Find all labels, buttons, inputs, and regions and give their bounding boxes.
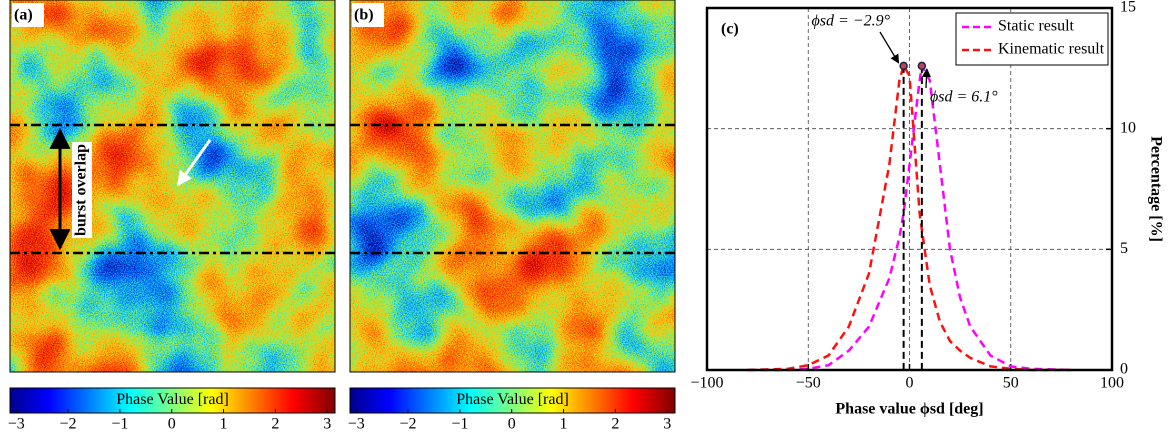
colorbar bbox=[349, 387, 676, 414]
x-tick-label: 100 bbox=[1100, 375, 1124, 392]
colorbar-label: Phase Value [rad] bbox=[116, 391, 229, 408]
peak-arrow bbox=[879, 31, 900, 64]
peak-label: ϕsd = −2.9° bbox=[812, 13, 891, 30]
peak-label: ϕsd = 6.1° bbox=[930, 89, 998, 106]
x-tick-label: 0 bbox=[906, 375, 914, 392]
panel-label-bg bbox=[12, 3, 44, 27]
pointer-arrow bbox=[176, 139, 212, 187]
y-tick-label: 10 bbox=[1120, 119, 1136, 136]
phase-map bbox=[350, 0, 675, 372]
map-border bbox=[349, 0, 676, 373]
peak-marker bbox=[917, 61, 927, 71]
x-tick-label: −100 bbox=[690, 375, 723, 392]
legend-label: Static result bbox=[998, 18, 1075, 35]
panel-label: (c) bbox=[721, 21, 739, 38]
colorbar-tick-label: 0 bbox=[168, 416, 176, 433]
colorbar-tick-label: −1 bbox=[451, 416, 468, 433]
map-border bbox=[9, 0, 336, 373]
y-tick-label: 15 bbox=[1120, 0, 1136, 16]
colorbar bbox=[9, 387, 336, 414]
colorbar-tick-label: 0 bbox=[508, 416, 516, 433]
plot-frame bbox=[705, 6, 1114, 372]
colorbar-tick-label: 3 bbox=[323, 416, 331, 433]
colorbar-label: Phase Value [rad] bbox=[456, 391, 569, 408]
colorbar-tick-label: 3 bbox=[663, 416, 671, 433]
peak-arrow bbox=[921, 68, 932, 89]
colorbar-tick-label: 2 bbox=[271, 416, 279, 433]
x-tick-label: 50 bbox=[1003, 375, 1019, 392]
colorbar-tick-label: 2 bbox=[611, 416, 619, 433]
y-tick-label: 0 bbox=[1120, 361, 1128, 378]
colorbar-tick-label: −3 bbox=[348, 416, 365, 433]
colorbar-tick-label: −2 bbox=[400, 416, 417, 433]
x-tick-label: −50 bbox=[796, 375, 821, 392]
panel-label: (a) bbox=[14, 7, 33, 24]
peak-marker bbox=[899, 61, 908, 71]
overlap-label: burst overlap bbox=[73, 144, 90, 236]
legend-box bbox=[955, 12, 1109, 66]
colorbar-tick-label: −3 bbox=[8, 416, 25, 433]
colorbar-tick-label: 1 bbox=[220, 416, 228, 433]
colorbar-tick-label: 1 bbox=[560, 416, 568, 433]
panel-label: (b) bbox=[354, 7, 374, 24]
y-axis-title: Percentage [%] bbox=[1147, 136, 1164, 242]
panel-label-bg bbox=[352, 3, 384, 27]
y-tick-label: 5 bbox=[1120, 240, 1128, 257]
x-axis-title: Phase value ϕsd [deg] bbox=[835, 401, 983, 418]
colorbar-tick-label: −1 bbox=[111, 416, 128, 433]
colorbar-tick-label: −2 bbox=[60, 416, 77, 433]
series-line bbox=[747, 62, 1072, 372]
overlap-label-bg bbox=[72, 142, 92, 238]
series-line bbox=[747, 62, 1072, 372]
legend-label: Kinematic result bbox=[998, 41, 1105, 58]
